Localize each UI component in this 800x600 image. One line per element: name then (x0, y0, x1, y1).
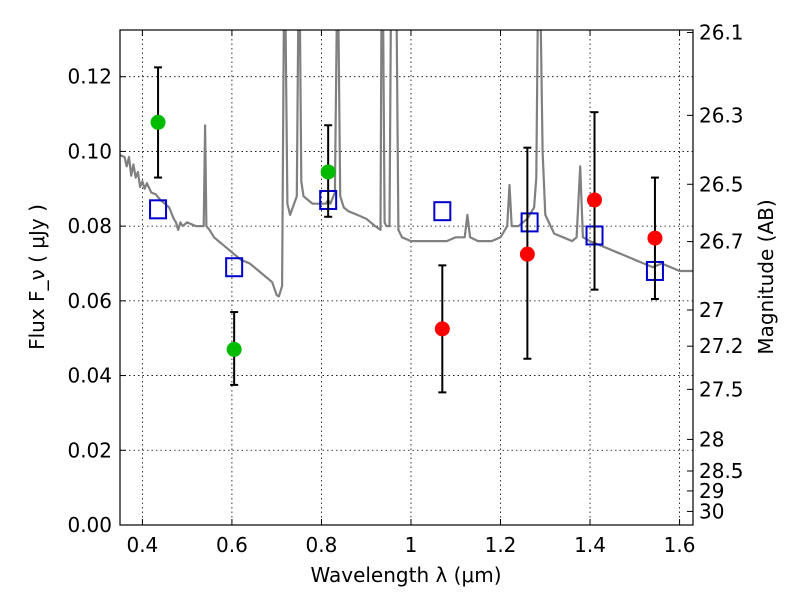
x-tick-label: 1.4 (574, 533, 606, 557)
grid (120, 30, 693, 525)
mag-tick-label: 29 (699, 479, 724, 503)
right-axis-label: Magnitude (AB) (754, 199, 778, 354)
mag-tick-label: 28 (699, 427, 724, 451)
mag-tick-label: 26.5 (699, 172, 744, 196)
observed-green-point (226, 341, 242, 357)
mag-tick-label: 27 (699, 298, 724, 322)
y-tick-label: 0.08 (67, 214, 112, 238)
observed-red-point (519, 246, 535, 262)
plot-frame (119, 29, 694, 526)
x-tick-label: 1.2 (485, 533, 517, 557)
plot-area (120, 30, 693, 298)
y-tick-label: 0.12 (67, 65, 112, 89)
mag-tick-label: 28.5 (699, 459, 744, 483)
mag-tick-label: 26.7 (699, 230, 744, 254)
model-photometry-squares (149, 189, 664, 281)
model-photometry-square (433, 201, 452, 222)
x-tick-label: 0.4 (126, 533, 158, 557)
observed-points (150, 114, 663, 357)
mag-tick-label: 26.1 (699, 20, 744, 44)
x-tick-label: 1.6 (664, 533, 696, 557)
observed-red-point (587, 192, 603, 208)
y-tick-label: 0.02 (67, 438, 112, 462)
y-tick-label: 0.10 (67, 139, 112, 163)
y-tick-label: 0.00 (67, 513, 112, 537)
axis-ticks (120, 30, 693, 526)
model-photometry-square (225, 257, 244, 278)
x-axis-label: Wavelength λ (μm) (310, 563, 501, 587)
mag-tick-label: 26.3 (699, 103, 744, 127)
tick-labels: 0.4 0.6 0.8 1 1.2 1.4 1.6 0.00 0.02 0.04 0.06 0.08 0… (67, 20, 743, 557)
model-photometry-square (520, 212, 539, 233)
observed-red-point (647, 230, 663, 246)
model-spectrum-line (120, 30, 693, 298)
observed-green-point (320, 164, 336, 180)
y-axis-label: Flux F_ν ( μJy ) (25, 204, 49, 350)
observed-red-point (434, 321, 450, 337)
mag-tick-label: 27.2 (699, 334, 744, 358)
x-tick-label: 0.8 (306, 533, 338, 557)
x-tick-label: 1 (405, 533, 418, 557)
observed-green-point (150, 114, 166, 130)
y-tick-label: 0.06 (67, 289, 112, 313)
y-tick-label: 0.04 (67, 364, 112, 388)
mag-tick-label: 30 (699, 499, 724, 523)
x-tick-label: 0.6 (216, 533, 248, 557)
model-photometry-square (149, 199, 168, 220)
mag-tick-label: 27.5 (699, 377, 744, 401)
